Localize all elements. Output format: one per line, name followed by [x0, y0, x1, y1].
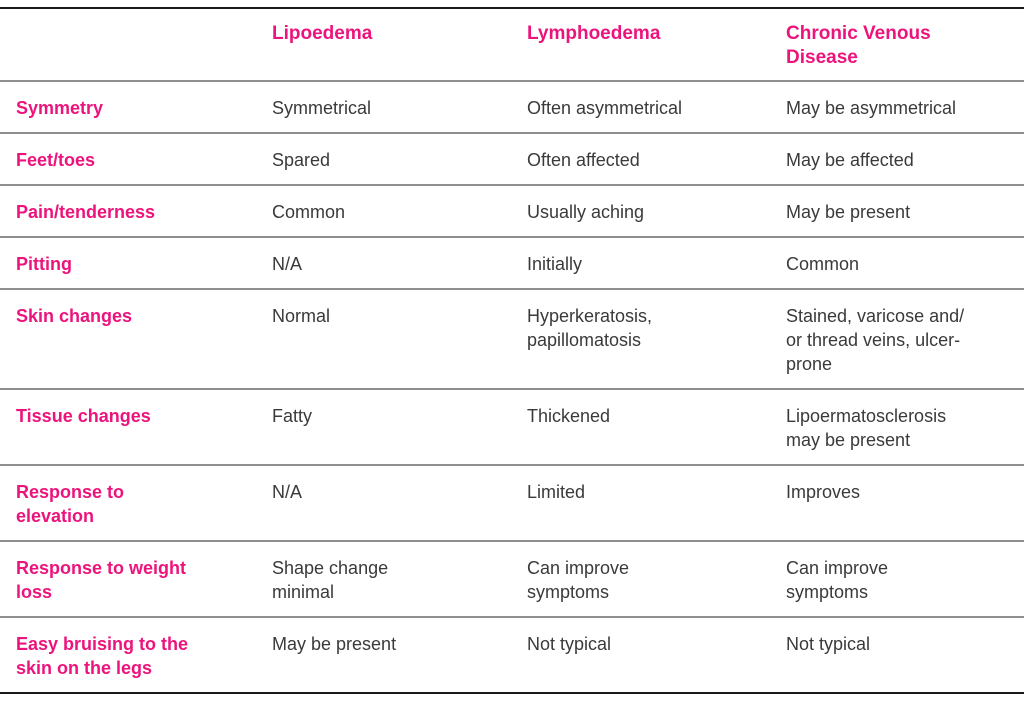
table-row-easy-bruising: Easy bruising to the skin on the legs Ma…: [0, 617, 1024, 693]
row-label-response-elevation: Response to elevation: [16, 482, 125, 526]
cell-elevation-lymphoedema: Limited: [527, 482, 586, 502]
cell-feet-toes-lymphoedema: Often affected: [527, 150, 640, 170]
cell-elevation-cvd: Improves: [786, 482, 861, 502]
row-label-feet-toes: Feet/toes: [16, 150, 96, 170]
table-header: Lipoedema Lymphoedema Chronic Venous Dis…: [0, 8, 1024, 81]
table-body: Symmetry Symmetrical Often asymmetrical …: [0, 81, 1024, 693]
cell-weight-loss-lipoedema: Shape change minimal: [272, 558, 389, 602]
cell-pitting-lymphoedema: Initially: [527, 254, 583, 274]
table-row-symmetry: Symmetry Symmetrical Often asymmetrical …: [0, 81, 1024, 133]
cell-pain-lymphoedema: Usually aching: [527, 202, 645, 222]
table-row-skin-changes: Skin changes Normal Hyperkeratosis, papi…: [0, 289, 1024, 389]
header-row: Lipoedema Lymphoedema Chronic Venous Dis…: [0, 8, 1024, 81]
table-row-feet-toes: Feet/toes Spared Often affected May be a…: [0, 133, 1024, 185]
row-label-response-weight-loss: Response to weight loss: [16, 558, 187, 602]
cell-pitting-cvd: Common: [786, 254, 860, 274]
cell-symmetry-lymphoedema: Often asymmetrical: [527, 98, 683, 118]
cell-tissue-cvd: Lipoermatosclerosis may be present: [786, 406, 947, 450]
cell-tissue-lipoedema: Fatty: [272, 406, 313, 426]
column-header-chronic-venous-disease: Chronic Venous Disease: [786, 23, 931, 68]
table-row-tissue-changes: Tissue changes Fatty Thickened Lipoermat…: [0, 389, 1024, 465]
cell-feet-toes-cvd: May be affected: [786, 150, 914, 170]
cell-tissue-lymphoedema: Thickened: [527, 406, 611, 426]
cell-elevation-lipoedema: N/A: [272, 482, 303, 502]
comparison-table: Lipoedema Lymphoedema Chronic Venous Dis…: [0, 7, 1024, 694]
column-header-lymphoedema: Lymphoedema: [527, 23, 661, 44]
row-label-symmetry: Symmetry: [16, 98, 104, 118]
cell-symmetry-cvd: May be asymmetrical: [786, 98, 957, 118]
cell-pain-lipoedema: Common: [272, 202, 346, 222]
cell-feet-toes-lipoedema: Spared: [272, 150, 331, 170]
cell-bruising-lipoedema: May be present: [272, 634, 397, 654]
row-label-tissue-changes: Tissue changes: [16, 406, 151, 426]
table-row-pain-tenderness: Pain/tenderness Common Usually aching Ma…: [0, 185, 1024, 237]
cell-skin-cvd: Stained, varicose and/ or thread veins, …: [786, 306, 965, 374]
table-row-response-weight-loss: Response to weight loss Shape change min…: [0, 541, 1024, 617]
column-header-blank: [0, 8, 256, 81]
table-row-pitting: Pitting N/A Initially Common: [0, 237, 1024, 289]
column-header-lipoedema: Lipoedema: [272, 23, 373, 44]
cell-symmetry-lipoedema: Symmetrical: [272, 98, 372, 118]
row-label-pitting: Pitting: [16, 254, 72, 274]
cell-weight-loss-cvd: Can improve symptoms: [786, 558, 889, 602]
row-label-skin-changes: Skin changes: [16, 306, 133, 326]
cell-pitting-lipoedema: N/A: [272, 254, 303, 274]
table-row-response-elevation: Response to elevation N/A Limited Improv…: [0, 465, 1024, 541]
cell-weight-loss-lymphoedema: Can improve symptoms: [527, 558, 630, 602]
cell-bruising-lymphoedema: Not typical: [527, 634, 612, 654]
cell-skin-lymphoedema: Hyperkeratosis, papillomatosis: [527, 306, 653, 350]
cell-bruising-cvd: Not typical: [786, 634, 871, 654]
row-label-pain-tenderness: Pain/tenderness: [16, 202, 156, 222]
cell-skin-lipoedema: Normal: [272, 306, 331, 326]
cell-pain-cvd: May be present: [786, 202, 911, 222]
row-label-easy-bruising: Easy bruising to the skin on the legs: [16, 634, 189, 678]
